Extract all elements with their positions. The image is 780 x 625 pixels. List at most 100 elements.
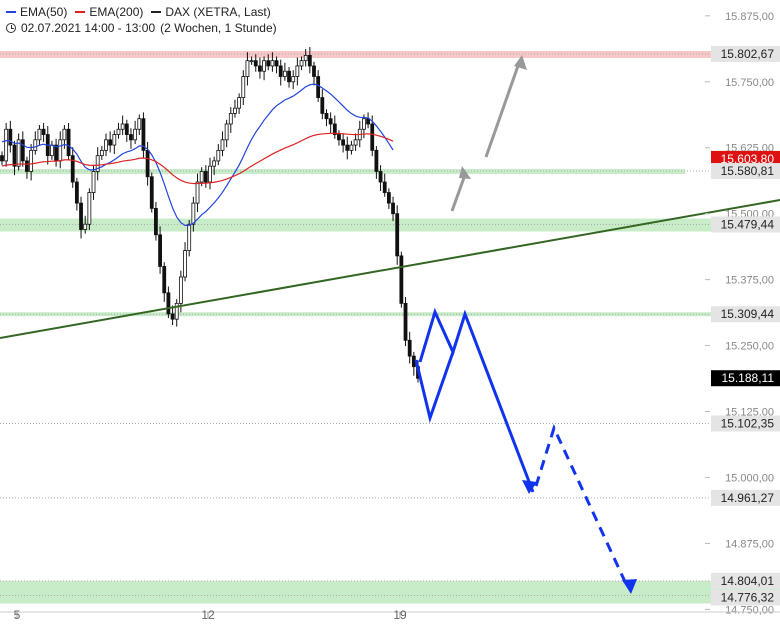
candle-body xyxy=(62,128,67,141)
y-tick-label: 15.000,00 xyxy=(725,472,774,484)
ema50-label: EMA(50) xyxy=(20,5,68,19)
candle-body xyxy=(399,255,404,304)
forecast-arrowhead-dashed xyxy=(622,579,637,594)
candle-body xyxy=(341,139,346,146)
candle-body xyxy=(16,139,21,167)
candle-body xyxy=(58,139,63,162)
candle-body xyxy=(237,97,242,109)
candle-body xyxy=(4,128,9,162)
level-label-15102: 15.102,35 xyxy=(721,416,775,430)
candle-body xyxy=(174,302,179,320)
forecast-path-dip xyxy=(414,351,455,424)
candle-body xyxy=(120,123,125,130)
candle-body xyxy=(25,160,29,172)
candle-body xyxy=(79,202,83,230)
candle-body xyxy=(299,60,304,67)
candle-body xyxy=(87,192,92,225)
ema50-swatch xyxy=(6,11,16,13)
y-tick-label: 15.875,00 xyxy=(725,11,774,23)
ema200-price-tag: 15.603,80 xyxy=(721,152,775,166)
y-tick-label: 15.375,00 xyxy=(725,275,774,287)
y-tick-label: 15.750,00 xyxy=(725,77,774,89)
x-tick-label: 19 xyxy=(393,608,407,622)
candle-body xyxy=(70,155,75,183)
candle-body xyxy=(332,123,337,135)
legend-ema200[interactable]: EMA(200) xyxy=(75,4,143,20)
candle-body xyxy=(216,149,221,162)
candle-body xyxy=(8,128,13,146)
candle-body xyxy=(224,123,229,141)
candle-body xyxy=(124,123,129,135)
legend-instrument[interactable]: DAX (XETRA, Last) xyxy=(151,4,271,20)
level-label-14776: 14.776,32 xyxy=(721,590,775,604)
candle-body xyxy=(337,134,341,141)
gray-arrow-small xyxy=(450,171,468,212)
candle-body xyxy=(108,139,113,146)
candle-body xyxy=(270,60,275,67)
level-label-15309-bg xyxy=(711,306,780,323)
candle-body xyxy=(154,207,158,236)
candle-body xyxy=(191,202,196,225)
candle-body xyxy=(187,223,192,252)
legend-ema50[interactable]: EMA(50) xyxy=(6,4,67,20)
instrument-swatch xyxy=(151,11,162,13)
candle-body xyxy=(391,202,395,215)
candle-body xyxy=(203,171,208,183)
support-zone-lower xyxy=(0,580,780,604)
candle-body xyxy=(199,171,204,183)
candle-body xyxy=(99,149,104,157)
forecast-arrowhead xyxy=(522,480,537,494)
candle-body xyxy=(307,54,312,67)
candle-body xyxy=(407,339,412,357)
ema200-price-tag-bg xyxy=(711,150,780,167)
candle-body xyxy=(220,139,225,151)
candle-body xyxy=(287,70,291,83)
candle-body xyxy=(133,128,138,141)
gray-arrowhead-small xyxy=(459,166,471,179)
level-label-15102-bg xyxy=(711,415,780,432)
ema200-line xyxy=(1,132,394,185)
ema200-swatch xyxy=(75,11,86,13)
candle-body xyxy=(158,234,162,267)
candle-body xyxy=(320,97,325,114)
x-tick-label: 12 xyxy=(201,608,215,622)
candle-body xyxy=(170,313,175,320)
ema50-line xyxy=(1,83,394,226)
candle-body xyxy=(274,60,279,67)
chart-legend: EMA(50) EMA(200) DAX (XETRA, Last) 02.07… xyxy=(6,4,279,36)
candle-body xyxy=(245,60,250,77)
candle-body xyxy=(166,292,171,315)
last-price-tag: 15.188,11 xyxy=(722,371,775,385)
candle-body xyxy=(266,60,271,67)
candle-body xyxy=(83,223,88,230)
y-tick-label: 15.250,00 xyxy=(725,341,774,353)
level-label-15309: 15.309,44 xyxy=(721,307,775,321)
candle-body xyxy=(212,160,217,167)
candle-body xyxy=(66,128,71,157)
trendline xyxy=(0,199,780,339)
candle-body xyxy=(295,65,300,77)
candle-body xyxy=(316,76,321,99)
candle-body xyxy=(50,144,54,157)
candle-body xyxy=(95,155,100,172)
candle-body xyxy=(208,165,212,183)
candle-body xyxy=(195,181,200,204)
candle-body xyxy=(0,155,4,162)
candle-body xyxy=(228,113,233,125)
level-label-15580-bg xyxy=(711,163,780,180)
y-tick-label: 14.875,00 xyxy=(725,538,774,550)
candle-body xyxy=(303,54,308,62)
candle-body xyxy=(104,139,108,151)
candle-body xyxy=(395,213,400,257)
candle-body xyxy=(129,134,133,141)
candle-body xyxy=(112,134,117,146)
candle-body xyxy=(178,276,183,304)
last-price-tag-bg xyxy=(711,370,780,387)
level-label-15479-bg xyxy=(711,216,780,233)
candlestick-series xyxy=(0,46,420,383)
candle-body xyxy=(403,302,408,341)
candle-body xyxy=(249,60,254,63)
candle-body xyxy=(328,118,333,125)
